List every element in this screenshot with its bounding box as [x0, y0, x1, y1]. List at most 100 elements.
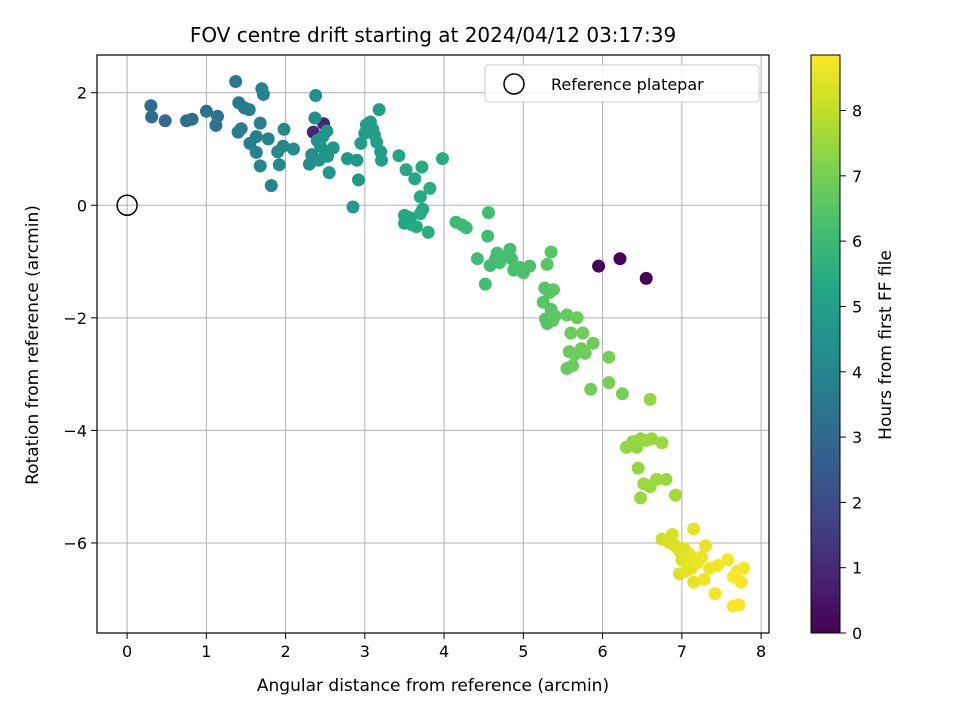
x-tick-label: 3	[360, 642, 370, 661]
data-point	[734, 575, 748, 589]
data-point	[592, 259, 606, 273]
data-point	[711, 559, 724, 572]
data-point	[650, 472, 663, 486]
y-tick-label: −4	[63, 421, 87, 440]
colorbar-tick-label: 8	[852, 102, 862, 121]
data-point	[277, 122, 291, 136]
data-point	[470, 252, 484, 266]
data-point	[158, 114, 172, 128]
data-point	[564, 326, 578, 340]
y-tick-label: −6	[63, 534, 87, 553]
data-point	[253, 159, 267, 173]
data-point	[346, 200, 360, 214]
y-axis-label: Rotation from reference (arcmin)	[23, 205, 43, 485]
data-point	[320, 124, 334, 138]
data-point	[683, 547, 697, 561]
data-point	[231, 125, 245, 139]
x-tick-label: 2	[281, 642, 291, 661]
data-point	[256, 87, 270, 101]
data-point	[687, 575, 701, 589]
data-point	[276, 139, 290, 153]
colorbar-tick-label: 1	[852, 559, 862, 578]
data-point	[560, 308, 574, 322]
colorbar-tick-label: 6	[852, 232, 862, 251]
data-point	[695, 550, 709, 564]
data-point	[645, 432, 659, 446]
colorbar-gradient	[810, 54, 841, 634]
x-tick-label: 6	[597, 642, 607, 661]
data-point	[478, 277, 492, 291]
data-point	[249, 130, 263, 144]
data-point	[375, 153, 388, 167]
data-point	[242, 103, 256, 117]
data-point	[548, 309, 562, 323]
data-point	[570, 311, 584, 325]
data-point	[392, 149, 406, 163]
data-point	[409, 220, 423, 234]
colorbar: 0 1 2 3 4 5 6 7 8 Hours from first FF file	[810, 54, 896, 643]
data-point	[643, 392, 657, 406]
data-point	[576, 326, 590, 340]
data-point	[354, 136, 368, 150]
data-point	[523, 259, 537, 273]
reference-platepar-marker	[116, 194, 138, 217]
x-tick-label: 5	[518, 642, 528, 661]
legend-label: Reference platepar	[551, 75, 704, 94]
scatter-points	[144, 75, 751, 613]
data-point	[416, 202, 430, 216]
plot-frame	[96, 54, 770, 634]
data-point	[613, 252, 627, 266]
data-point	[249, 145, 263, 159]
data-point	[326, 141, 340, 155]
data-point	[415, 160, 429, 174]
data-point	[659, 472, 673, 486]
axis-ticks: 0 1 2 3 4 5 6 7 8 2 0 −2 −4 −6	[63, 84, 766, 661]
x-tick-label: 0	[122, 642, 132, 661]
y-tick-label: 0	[77, 196, 87, 215]
data-point	[540, 257, 554, 271]
data-point	[436, 152, 449, 166]
data-point	[482, 206, 495, 220]
data-point	[697, 573, 711, 586]
data-point	[547, 283, 560, 297]
data-point	[631, 461, 645, 475]
data-point	[665, 528, 679, 541]
legend-box	[484, 64, 760, 103]
data-point	[352, 173, 365, 187]
data-point	[669, 488, 682, 502]
data-point	[145, 110, 159, 124]
data-point	[737, 561, 751, 575]
y-tick-label: 2	[77, 84, 87, 103]
y-tick-label: −2	[63, 309, 87, 328]
x-tick-label: 1	[201, 642, 211, 661]
data-point	[615, 387, 629, 401]
colorbar-label: Hours from first FF file	[876, 250, 896, 440]
x-tick-label: 4	[439, 642, 449, 661]
data-point	[287, 142, 300, 156]
colorbar-tick-label: 4	[852, 363, 862, 382]
legend: Reference platepar	[484, 64, 760, 103]
data-point	[264, 179, 278, 193]
data-point	[586, 336, 600, 350]
data-point	[505, 252, 518, 266]
colorbar-tick-label: 0	[852, 624, 862, 643]
data-point	[566, 359, 579, 373]
data-point	[413, 190, 427, 204]
data-point	[634, 491, 648, 505]
data-point	[272, 158, 286, 172]
data-point	[199, 104, 213, 118]
data-point	[350, 153, 364, 167]
data-point	[399, 163, 413, 177]
data-point	[687, 522, 701, 536]
x-axis-label: Angular distance from reference (arcmin)	[257, 676, 609, 696]
data-point	[423, 181, 437, 195]
data-point	[408, 172, 422, 186]
data-point	[602, 376, 616, 390]
data-point	[655, 436, 669, 450]
colorbar-tick-label: 5	[852, 297, 862, 316]
data-point	[639, 271, 653, 285]
data-point	[699, 539, 713, 553]
data-point	[229, 75, 243, 88]
data-point	[544, 245, 558, 259]
